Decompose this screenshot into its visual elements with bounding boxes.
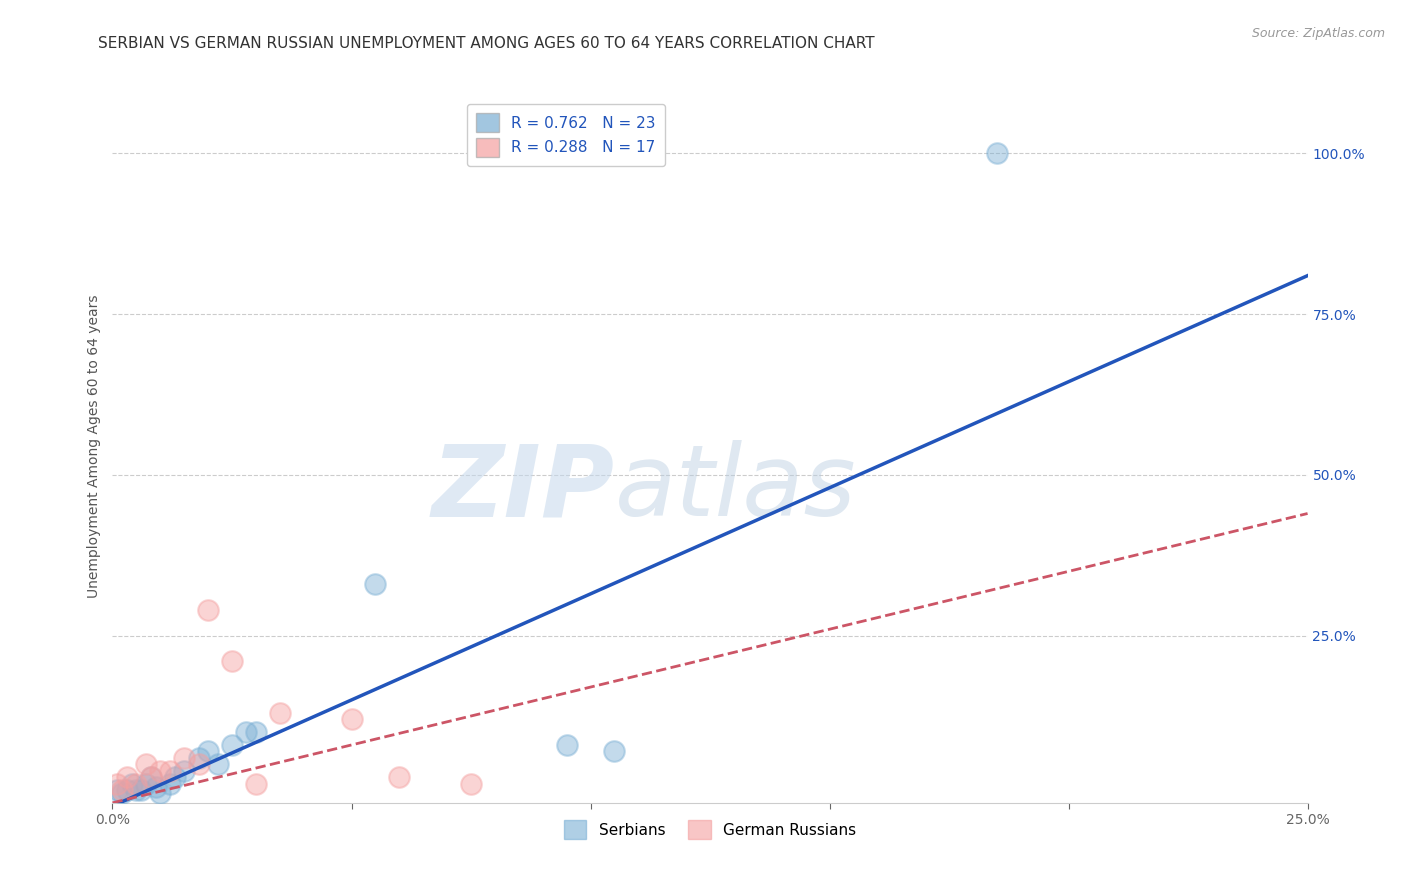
Point bbox=[125, 783, 148, 797]
Point bbox=[159, 776, 181, 790]
Text: SERBIAN VS GERMAN RUSSIAN UNEMPLOYMENT AMONG AGES 60 TO 64 YEARS CORRELATION CHA: SERBIAN VS GERMAN RUSSIAN UNEMPLOYMENT A… bbox=[98, 36, 875, 51]
Point bbox=[221, 738, 243, 752]
Point bbox=[159, 764, 181, 778]
Y-axis label: Unemployment Among Ages 60 to 64 years: Unemployment Among Ages 60 to 64 years bbox=[87, 294, 101, 598]
Point bbox=[105, 776, 128, 790]
Point bbox=[364, 577, 387, 591]
Point bbox=[197, 744, 219, 758]
Point bbox=[603, 744, 626, 758]
Point bbox=[139, 770, 162, 784]
Point bbox=[115, 783, 138, 797]
Point bbox=[121, 776, 143, 790]
Point bbox=[197, 603, 219, 617]
Text: ZIP: ZIP bbox=[432, 441, 614, 537]
Point bbox=[986, 146, 1008, 161]
Point bbox=[139, 770, 162, 784]
Point bbox=[340, 712, 363, 726]
Point bbox=[149, 764, 172, 778]
Point bbox=[245, 776, 267, 790]
Text: atlas: atlas bbox=[614, 441, 856, 537]
Point bbox=[149, 786, 172, 800]
Point bbox=[115, 770, 138, 784]
Point bbox=[555, 738, 578, 752]
Point bbox=[111, 786, 134, 800]
Point bbox=[235, 725, 257, 739]
Point bbox=[173, 764, 195, 778]
Point bbox=[187, 757, 209, 772]
Point bbox=[221, 654, 243, 668]
Legend: Serbians, German Russians: Serbians, German Russians bbox=[557, 814, 863, 845]
Point bbox=[145, 780, 167, 794]
Point bbox=[135, 776, 157, 790]
Point bbox=[129, 783, 152, 797]
Point bbox=[173, 751, 195, 765]
Point bbox=[245, 725, 267, 739]
Point bbox=[105, 783, 128, 797]
Point bbox=[187, 751, 209, 765]
Point bbox=[460, 776, 482, 790]
Point bbox=[135, 757, 157, 772]
Point bbox=[388, 770, 411, 784]
Point bbox=[111, 783, 134, 797]
Point bbox=[125, 776, 148, 790]
Point bbox=[163, 770, 186, 784]
Point bbox=[269, 706, 291, 720]
Point bbox=[207, 757, 229, 772]
Text: Source: ZipAtlas.com: Source: ZipAtlas.com bbox=[1251, 27, 1385, 40]
